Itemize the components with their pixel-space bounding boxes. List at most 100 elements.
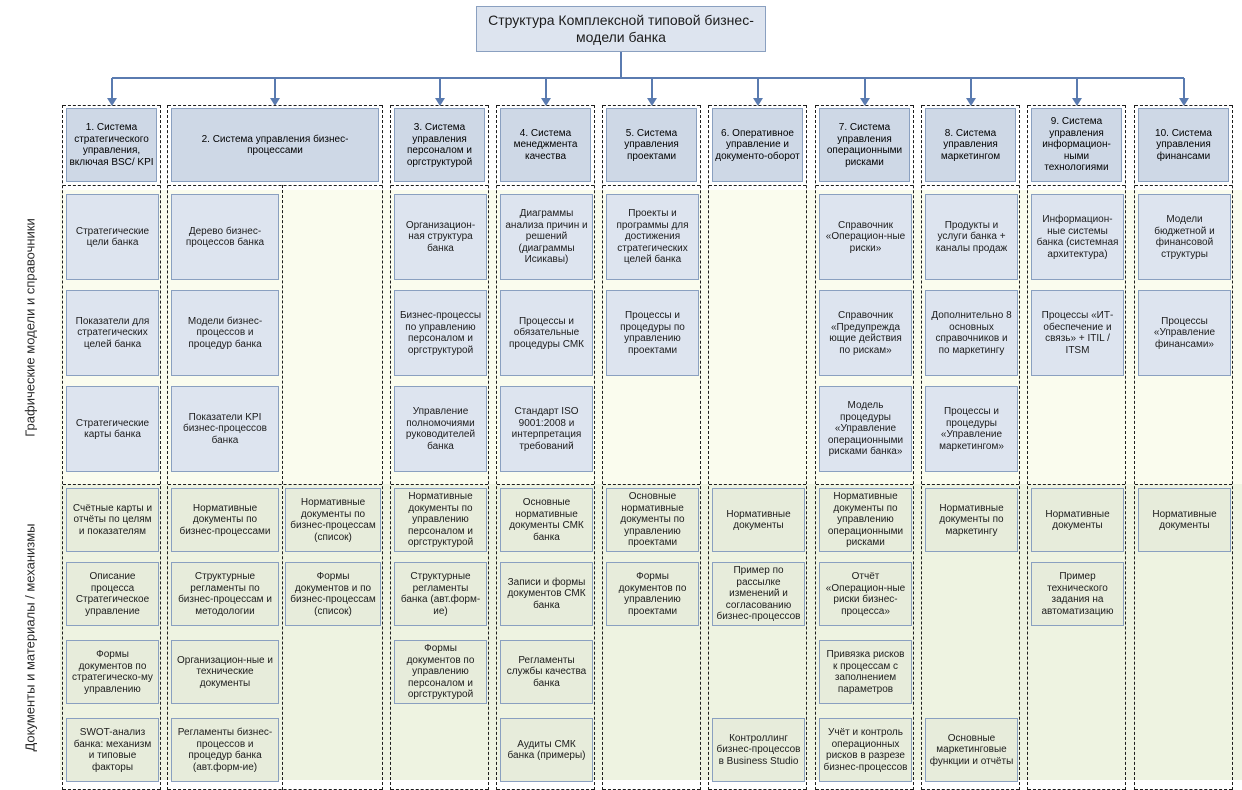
- column-header: 1. Система стратегического управления, в…: [66, 108, 157, 182]
- cell: Дерево бизнес-процессов банка: [171, 194, 279, 280]
- col-sep: [922, 484, 1019, 485]
- cell: Проекты и программы для достижения страт…: [606, 194, 699, 280]
- cell: Организацион-ная структура банка: [394, 194, 487, 280]
- col-stem: [970, 78, 972, 100]
- column: 4. Система менеджмента качестваДиаграммы…: [496, 105, 595, 790]
- col-stem: [274, 78, 276, 100]
- cell: Справочник «Предупрежда ющие действия по…: [819, 290, 912, 376]
- col-sep: [63, 185, 160, 186]
- h-bar: [112, 77, 1184, 79]
- col-sep: [603, 484, 700, 485]
- cell: Регламенты бизнес-процессов и процедур б…: [171, 718, 279, 782]
- col-top-border: [709, 105, 806, 106]
- cell: Процессы и обязательные процедуры СМК: [500, 290, 593, 376]
- column-header: 10. Система управления финансами: [1138, 108, 1229, 182]
- cell: Стандарт ISO 9001:2008 и интерпретация т…: [500, 386, 593, 472]
- cell: Процессы и процедуры по управлению проек…: [606, 290, 699, 376]
- col-top-border: [816, 105, 913, 106]
- cell: Нормативные документы: [712, 488, 805, 552]
- cell: Информацион-ные системы банка (системная…: [1031, 194, 1124, 280]
- cell: Нормативные документы: [1138, 488, 1231, 552]
- col-sep: [1135, 185, 1232, 186]
- cell: Процессы и процедуры «Управление маркети…: [925, 386, 1018, 472]
- col-stem: [757, 78, 759, 100]
- col-sep: [1028, 185, 1125, 186]
- column: 5. Система управления проектами Проекты и…: [602, 105, 701, 790]
- cell: Регламенты службы качества банка: [500, 640, 593, 704]
- cell: Процессы «Управление финансами»: [1138, 290, 1231, 376]
- column: 2. Система управления бизнес-процессами Д…: [167, 105, 383, 790]
- cell: Нормативные документы по маркетингу: [925, 488, 1018, 552]
- cell: Нормативные документы по бизнес-процесса…: [171, 488, 279, 552]
- diagram-canvas: Структура Комплексной типовой бизнес-мод…: [0, 0, 1242, 790]
- column-header: 7. Система управления операционными риск…: [819, 108, 910, 182]
- cell: Модели бюджетной и финансовой структуры: [1138, 194, 1231, 280]
- cell: Отчёт «Операцион-ные риски бизнес-процес…: [819, 562, 912, 626]
- cell: Стратегические карты банка: [66, 386, 159, 472]
- col-top-border: [603, 105, 700, 106]
- cell: Бизнес-процессы по управлению персоналом…: [394, 290, 487, 376]
- col-stem: [111, 78, 113, 100]
- cell: Управление полномочиями руководителей ба…: [394, 386, 487, 472]
- col-top-border: [168, 105, 382, 106]
- col-top-border: [391, 105, 488, 106]
- cell: SWOT-анализ банка: механизм и типовые фа…: [66, 718, 159, 782]
- col-stem: [439, 78, 441, 100]
- col-sep: [1028, 484, 1125, 485]
- col-sep: [816, 185, 913, 186]
- col-sep: [63, 484, 160, 485]
- cell: Привязка рисков к процессам с заполнение…: [819, 640, 912, 704]
- cell: Дополнительно 8 основных справочников и …: [925, 290, 1018, 376]
- cell: Контроллинг бизнес-процессов в Business …: [712, 718, 805, 782]
- root-title-box: Структура Комплексной типовой бизнес-мод…: [476, 6, 766, 52]
- cell: Нормативные документы по управлению опер…: [819, 488, 912, 552]
- col-stem: [864, 78, 866, 100]
- column-header: 2. Система управления бизнес-процессами: [171, 108, 379, 182]
- col-sep: [922, 185, 1019, 186]
- column: 9. Система управления информацион-ными т…: [1027, 105, 1126, 790]
- col-sep: [168, 484, 382, 485]
- cell: Структурные регламенты банка (авт.форм-и…: [394, 562, 487, 626]
- cell: Структурные регламенты по бизнес-процесс…: [171, 562, 279, 626]
- col-sep: [603, 185, 700, 186]
- col-stem: [545, 78, 547, 100]
- cell: Нормативные документы по бизнес-процесса…: [285, 488, 381, 552]
- cell: Формы документов и по бизнес-процессам (…: [285, 562, 381, 626]
- cell: Основные маркетинговые функции и отчёты: [925, 718, 1018, 782]
- row-label: Графические модели и справочники: [23, 208, 38, 448]
- cell: Формы документов по стратегическо-му упр…: [66, 640, 159, 704]
- root-title: Структура Комплексной типовой бизнес-мод…: [487, 12, 755, 47]
- col-sep: [709, 484, 806, 485]
- cell: Основные нормативные документы по управл…: [606, 488, 699, 552]
- column-header: 3. Система управления персоналом и оргст…: [394, 108, 485, 182]
- col-top-border: [1135, 105, 1232, 106]
- cell: Процессы «ИТ-обеспечение и связь» + ITIL…: [1031, 290, 1124, 376]
- column: 6. Оперативное управление и документо-об…: [708, 105, 807, 790]
- col-sep: [497, 185, 594, 186]
- trunk-stem: [620, 52, 622, 78]
- row-label: Документы и материалы / механизмы: [23, 518, 38, 758]
- column: 3. Система управления персоналом и оргст…: [390, 105, 489, 790]
- column-header: 5. Система управления проектами: [606, 108, 697, 182]
- cell: Нормативные документы: [1031, 488, 1124, 552]
- column-header: 9. Система управления информацион-ными т…: [1031, 108, 1122, 182]
- column-header: 6. Оперативное управление и документо-об…: [712, 108, 803, 182]
- col-sep: [168, 185, 382, 186]
- column-header: 4. Система менеджмента качества: [500, 108, 591, 182]
- cell: Справочник «Операцион-ные риски»: [819, 194, 912, 280]
- cell: Продукты и услуги банка + каналы продаж: [925, 194, 1018, 280]
- col-top-border: [922, 105, 1019, 106]
- cell: Формы документов по управлению проектами: [606, 562, 699, 626]
- cell: Формы документов по управлению персонало…: [394, 640, 487, 704]
- cell: Модели бизнес-процессов и процедур банка: [171, 290, 279, 376]
- cell: Счётные карты и отчёты по целям и показа…: [66, 488, 159, 552]
- column: 8. Система управления маркетингомПродукт…: [921, 105, 1020, 790]
- cell: Модель процедуры «Управление операционны…: [819, 386, 912, 472]
- col-top-border: [497, 105, 594, 106]
- col-sep: [497, 484, 594, 485]
- column: 10. Система управления финансами Модели б…: [1134, 105, 1233, 790]
- sub-column-divider: [282, 185, 283, 790]
- col-sep: [816, 484, 913, 485]
- col-top-border: [63, 105, 160, 106]
- col-sep: [1135, 484, 1232, 485]
